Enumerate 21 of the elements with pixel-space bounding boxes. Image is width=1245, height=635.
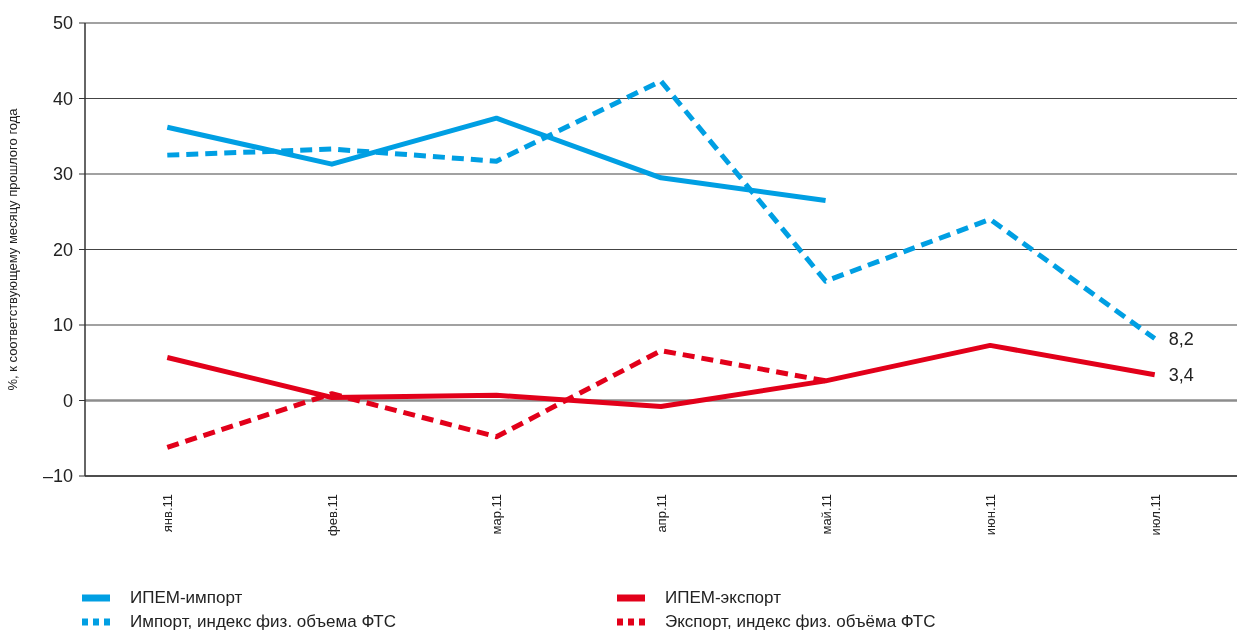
x-tick-label: апр.11 xyxy=(653,494,669,533)
x-tick-label: фев.11 xyxy=(324,494,340,536)
y-tick-label: 50 xyxy=(52,13,73,33)
y-tick-label: 30 xyxy=(52,164,73,184)
x-tick-label: июл.11 xyxy=(1147,494,1163,536)
y-axis-title: %, к соответствующему месяцу прошлого года xyxy=(4,107,20,391)
legend-label: Экспорт, индекс физ. объёма ФТС xyxy=(665,612,936,632)
x-tick-label: июн.11 xyxy=(982,494,998,536)
data-label: 8,2 xyxy=(1168,328,1194,349)
x-tick-label: янв.11 xyxy=(159,494,175,533)
legend-label: ИПЕМ-экспорт xyxy=(665,588,781,608)
y-tick-label: –10 xyxy=(42,466,73,486)
y-tick-label: 20 xyxy=(52,239,73,260)
data-label: 3,4 xyxy=(1168,364,1194,385)
y-tick-label: 0 xyxy=(62,390,73,411)
y-tick-label: 10 xyxy=(52,315,73,335)
legend-label: ИПЕМ-импорт xyxy=(130,588,243,608)
legend-label: Импорт, индекс физ. объема ФТС xyxy=(130,612,397,632)
y-tick-label: 40 xyxy=(52,88,73,109)
x-tick-label: май.11 xyxy=(818,494,834,535)
x-tick-label: мар.11 xyxy=(488,494,504,535)
